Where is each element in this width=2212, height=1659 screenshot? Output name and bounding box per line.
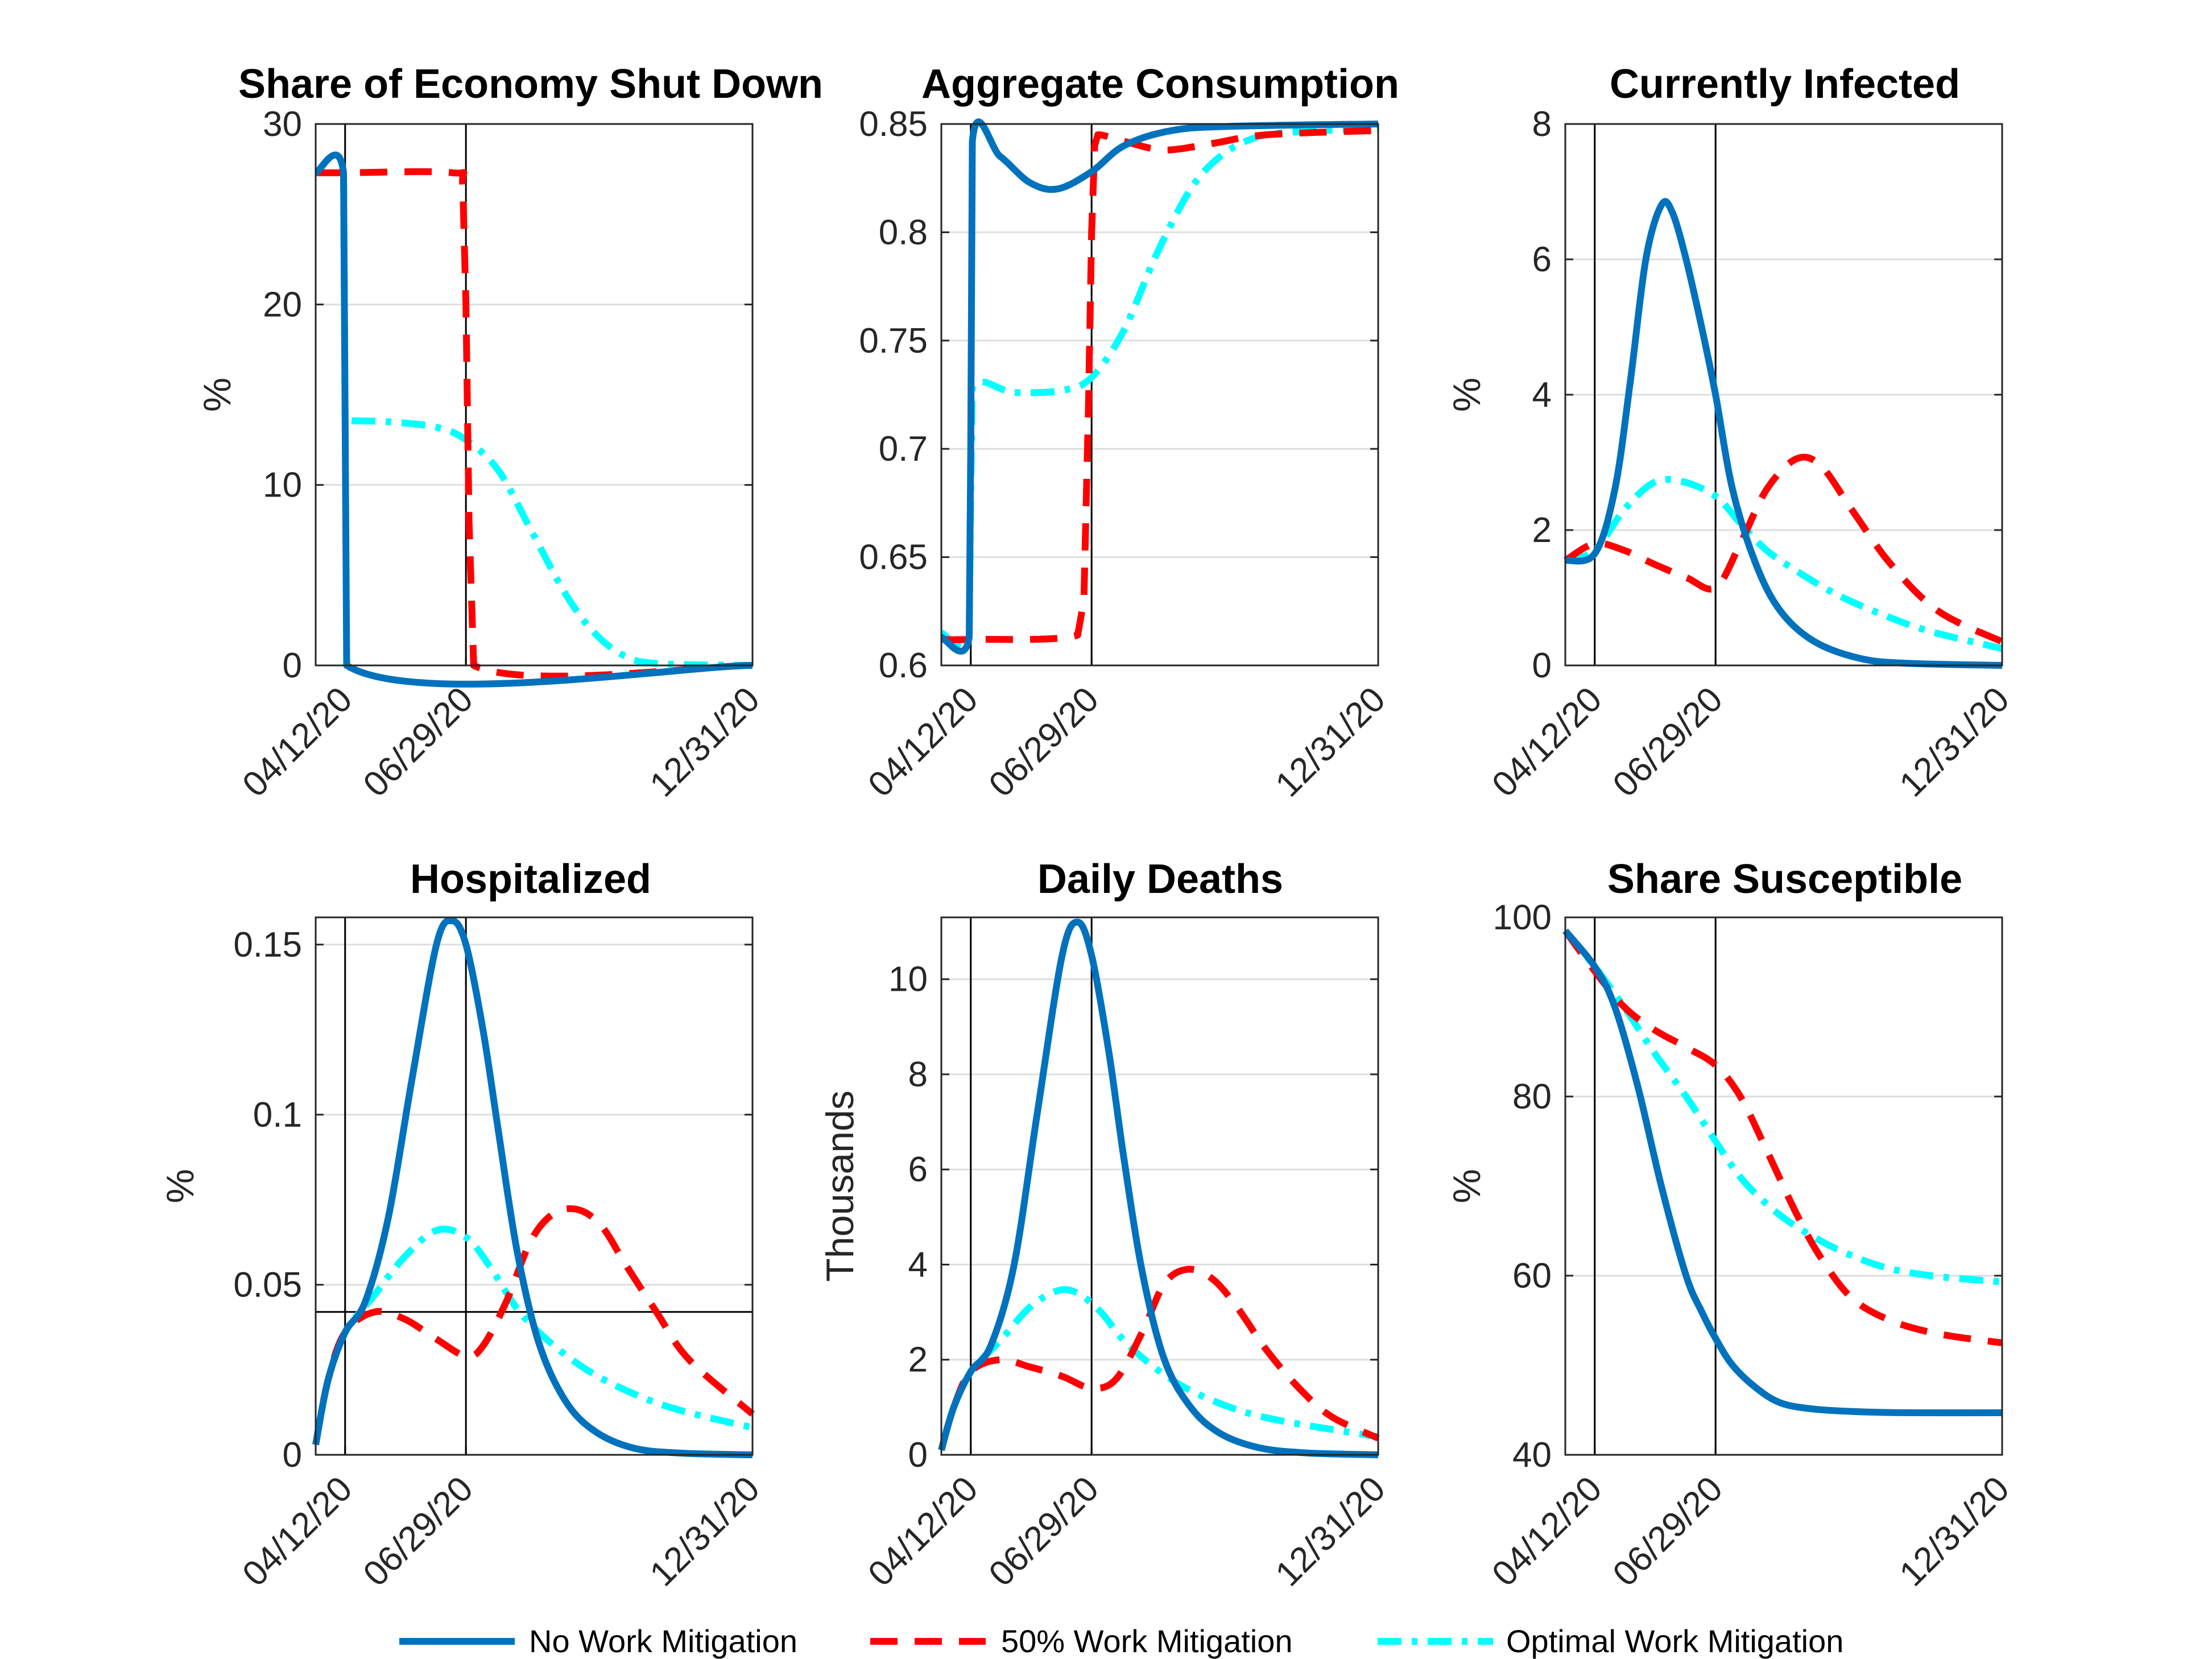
y-tick-label: 60 [1512, 1256, 1552, 1296]
series-line-no-work-mitigation [312, 917, 753, 1458]
chart-panel-currently-infected: Currently Infected 0 2 4 6 8 04/12/2006/29/20… [1445, 61, 2017, 805]
axes-box [940, 916, 1379, 1456]
x-tick-label: 04/12/20 [861, 1469, 985, 1594]
axes-box [315, 123, 754, 667]
y-tick-label: 0.7 [879, 429, 928, 469]
legend-label-optimal-mitigation: Optimal Work Mitigation [1506, 1623, 1843, 1659]
x-tick-label: 04/12/20 [1485, 680, 1609, 804]
y-tick-label: 0.15 [233, 925, 302, 965]
x-tick-label: 06/29/20 [1606, 680, 1730, 804]
series-line-no-work-mitigation [314, 151, 753, 688]
y-tick-label: 8 [1532, 105, 1552, 144]
y-axis-label: % [196, 378, 239, 412]
y-tick-label: 10 [888, 960, 928, 999]
chart-panel-share-shutdown: Share of Economy Shut Down 0 10 20 30 04/12/… [196, 61, 823, 805]
y-axis-label: % [1445, 1169, 1489, 1203]
y-tick-label: 0 [908, 1435, 928, 1475]
axes-box [1564, 916, 2003, 1456]
y-axis-label: % [1445, 378, 1489, 412]
series-line-optimal-work-mitigation [940, 125, 1379, 651]
series-line-optimal-work-mitigation [1564, 475, 2003, 652]
y-tick-label: 2 [908, 1341, 928, 1380]
series-line-50-work-mitigation [1563, 453, 2004, 645]
series-line-50-work-mitigation [941, 127, 1379, 643]
y-tick-label: 6 [1532, 240, 1552, 279]
plot-area [316, 124, 753, 665]
series-line-optimal-work-mitigation [938, 1286, 1379, 1451]
axes-box [315, 916, 754, 1456]
y-tick-label: 0.85 [859, 105, 928, 144]
y-tick-label: 0.6 [879, 646, 928, 685]
y-tick-label: 4 [1532, 375, 1552, 415]
chart-title: Hospitalized [410, 857, 651, 902]
axes-box [940, 123, 1379, 667]
y-tick-label: 0.05 [233, 1265, 302, 1305]
x-tick-label: 12/31/20 [1892, 1469, 2016, 1594]
x-tick-label: 04/12/20 [861, 680, 985, 804]
series-line-no-work-mitigation [1562, 928, 2003, 1417]
x-tick-label: 12/31/20 [642, 680, 767, 804]
axes-box [1564, 123, 2003, 667]
y-tick-label: 0 [283, 646, 302, 685]
y-tick-label: 10 [263, 466, 302, 505]
series-line-optimal-work-mitigation [1562, 928, 2003, 1285]
y-tick-label: 4 [908, 1245, 928, 1284]
x-tick-label: 12/31/20 [642, 1469, 767, 1594]
chart-panel-aggregate-consumption: Aggregate Consumption 0.6 0.65 0.7 0.75 0.8 0… [859, 61, 1399, 805]
plot-area [316, 917, 753, 1455]
y-tick-label: 0 [1532, 646, 1552, 685]
chart-panel-share-susceptible: Share Susceptible 40 60 80 100 04/12/2006/29… [1445, 857, 2017, 1594]
series-line-no-work-mitigation [938, 919, 1379, 1458]
y-tick-label: 0.75 [859, 321, 928, 361]
x-tick-label: 12/31/20 [1892, 680, 2016, 804]
chart-panel-hospitalized: Hospitalized 0 0.05 0.1 0.15 04/12/2006/29/2… [159, 857, 767, 1594]
legend-label-half-mitigation: 50% Work Mitigation [1001, 1623, 1293, 1659]
chart-title: Aggregate Consumption [921, 61, 1399, 107]
x-tick-label: 06/29/20 [1606, 1469, 1730, 1594]
chart-title: Daily Deaths [1037, 857, 1283, 902]
y-tick-label: 0 [283, 1435, 302, 1475]
x-tick-label: 06/29/20 [982, 680, 1106, 804]
y-tick-label: 0.65 [859, 538, 928, 577]
x-tick-label: 06/29/20 [356, 1469, 481, 1594]
series-line-optimal-work-mitigation [314, 151, 753, 669]
x-tick-label: 04/12/20 [235, 1469, 359, 1594]
y-tick-label: 20 [263, 285, 302, 324]
y-tick-label: 80 [1512, 1077, 1552, 1116]
y-tick-label: 30 [263, 105, 302, 144]
series-line-50-work-mitigation [938, 1265, 1380, 1451]
y-tick-label: 0.1 [253, 1095, 302, 1135]
y-tick-label: 0.8 [879, 213, 928, 252]
plot-area [941, 124, 1378, 665]
y-axis-label: Thousands [818, 1090, 862, 1281]
x-tick-label: 04/12/20 [235, 680, 359, 804]
x-tick-label: 06/29/20 [982, 1469, 1106, 1594]
plot-area [1565, 917, 2002, 1455]
x-tick-label: 04/12/20 [1485, 1469, 1609, 1594]
series-line-no-work-mitigation [1564, 198, 2003, 669]
chart-title: Share Susceptible [1607, 857, 1962, 902]
y-tick-label: 100 [1493, 898, 1552, 937]
y-tick-label: 8 [908, 1055, 928, 1094]
plot-area [941, 917, 1378, 1455]
x-tick-label: 12/31/20 [1268, 1469, 1392, 1594]
series-line-50-work-mitigation [1562, 929, 2003, 1347]
y-tick-label: 2 [1532, 511, 1552, 550]
y-axis-label: % [159, 1169, 202, 1203]
x-tick-label: 12/31/20 [1268, 680, 1392, 804]
chart-title: Currently Infected [1610, 61, 1960, 107]
legend: No Work Mitigation 50% Work Mitigation O… [399, 1623, 1843, 1659]
y-tick-label: 6 [908, 1150, 928, 1189]
y-tick-label: 40 [1512, 1435, 1552, 1475]
x-tick-label: 06/29/20 [356, 680, 481, 804]
chart-title: Share of Economy Shut Down [238, 61, 823, 107]
legend-label-no-mitigation: No Work Mitigation [529, 1623, 797, 1659]
